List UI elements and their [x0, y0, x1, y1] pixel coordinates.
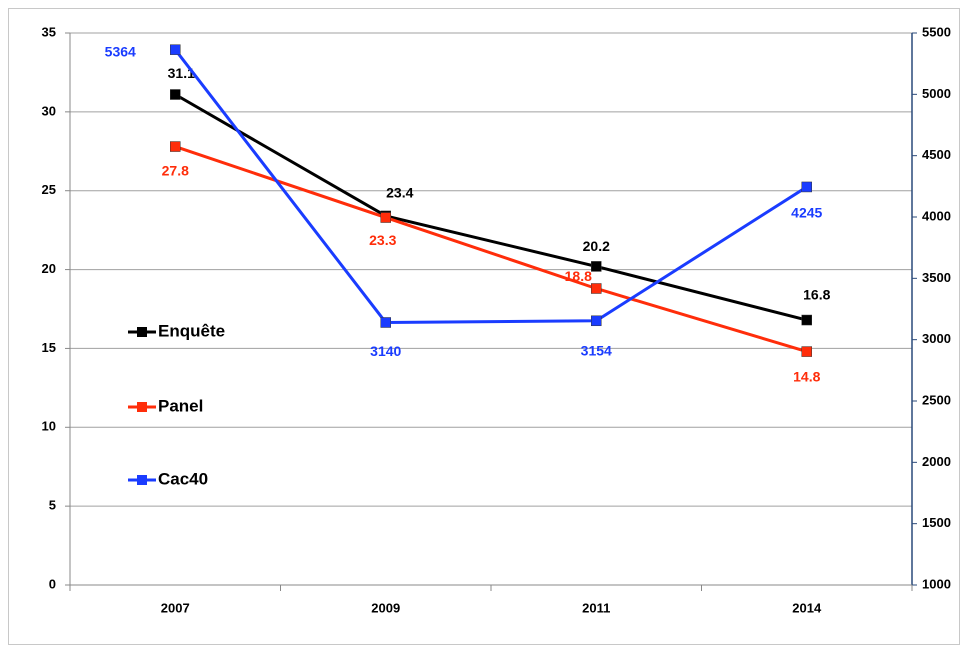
data-label: 31.1: [168, 65, 195, 81]
legend-marker: [137, 402, 147, 412]
point-marker: [591, 261, 602, 272]
point-marker: [170, 141, 181, 152]
data-label: 23.4: [386, 185, 413, 201]
y-tick-label: 5: [49, 498, 56, 513]
series-line: [174, 145, 808, 354]
y2-tick-label: 4500: [922, 147, 951, 162]
point-marker: [380, 212, 391, 223]
y2-tick-label: 4000: [922, 208, 951, 223]
legend-label: Panel: [158, 396, 203, 415]
series-line: [174, 93, 808, 322]
point-marker: [591, 315, 602, 327]
x-tick-label: 2014: [792, 600, 822, 615]
x-tick-label: 2007: [161, 600, 190, 615]
y2-tick-label: 3500: [922, 270, 951, 285]
data-label: 16.8: [803, 287, 830, 303]
point-marker: [170, 89, 181, 100]
chart-frame: [8, 8, 960, 645]
legend-marker: [137, 475, 147, 485]
y-tick-label: 0: [49, 576, 56, 591]
legend-label: Cac40: [158, 469, 208, 488]
y2-tick-label: 2000: [922, 454, 951, 469]
series-line: [174, 48, 808, 324]
y2-tick-label: 2500: [922, 392, 951, 407]
y-tick-label: 25: [42, 182, 56, 197]
y-tick-label: 30: [42, 103, 56, 118]
y2-tick-label: 5000: [922, 86, 951, 101]
y-tick-label: 15: [42, 340, 56, 355]
point-marker: [170, 44, 181, 55]
y-tick-label: 10: [42, 419, 56, 434]
point-marker: [801, 346, 812, 357]
legend-label: Enquête: [158, 321, 225, 340]
point-marker: [380, 317, 391, 328]
y2-tick-label: 1500: [922, 515, 951, 530]
y2-tick-label: 3000: [922, 331, 951, 346]
x-tick-label: 2009: [371, 600, 400, 615]
data-label: 5364: [105, 43, 136, 59]
y2-tick-label: 1000: [922, 576, 951, 591]
data-label: 27.8: [162, 162, 189, 178]
data-label: 18.8: [565, 268, 592, 284]
legend-marker: [137, 327, 147, 337]
data-label: 14.8: [793, 368, 820, 384]
data-label: 20.2: [583, 238, 610, 254]
data-label: 3140: [370, 343, 401, 359]
y-tick-label: 35: [42, 24, 56, 39]
point-marker: [801, 314, 812, 326]
y-tick-label: 20: [42, 261, 56, 276]
data-label: 3154: [581, 342, 612, 358]
data-label: 4245: [791, 205, 822, 221]
point-marker: [801, 181, 812, 193]
data-label: 23.3: [369, 232, 396, 248]
y2-tick-label: 5500: [922, 24, 951, 39]
x-tick-label: 2011: [582, 600, 610, 615]
point-marker: [591, 283, 602, 294]
